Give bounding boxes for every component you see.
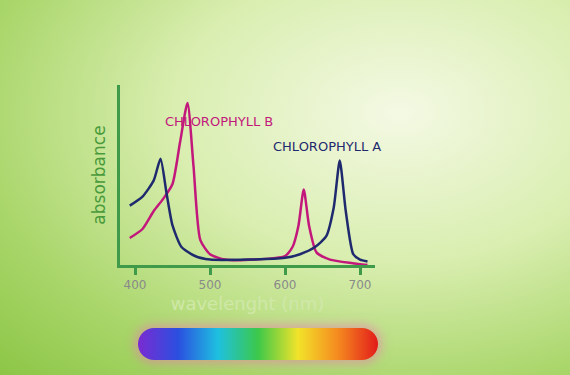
svg-text:absorbance: absorbance [89, 125, 109, 224]
svg-text:400: 400 [124, 278, 147, 292]
svg-text:wavelenght (nm): wavelenght (nm) [171, 293, 325, 314]
svg-text:700: 700 [349, 278, 372, 292]
svg-text:600: 600 [274, 278, 297, 292]
svg-text:CHLOROPHYLL A: CHLOROPHYLL A [273, 139, 381, 154]
svg-text:500: 500 [199, 278, 222, 292]
svg-text:CHLOROPHYLL B: CHLOROPHYLL B [165, 114, 273, 129]
